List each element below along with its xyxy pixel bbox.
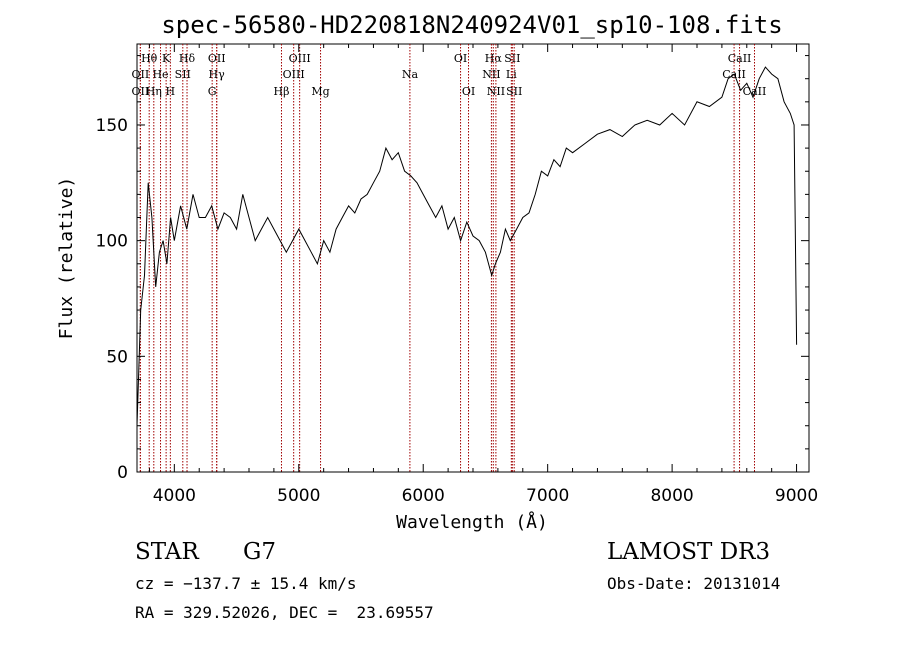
line-marker-label: Hγ bbox=[209, 68, 226, 81]
x-tick-label: 6000 bbox=[402, 486, 445, 506]
y-tick-label: 0 bbox=[117, 463, 128, 483]
line-marker-label: Hθ bbox=[141, 52, 158, 65]
series-line-flux bbox=[136, 66, 798, 426]
line-marker-label: OII bbox=[208, 52, 226, 65]
x-tick-label: 7000 bbox=[526, 486, 569, 506]
line-marker-label: CaII bbox=[728, 52, 752, 65]
line-marker-label: Hα bbox=[485, 52, 503, 65]
line-marker-label: K bbox=[162, 52, 171, 65]
line-marker-label: OI bbox=[454, 52, 467, 65]
line-marker-label: OII bbox=[132, 85, 150, 98]
y-tick-label: 100 bbox=[96, 232, 128, 252]
plot-frame bbox=[136, 43, 810, 473]
line-marker-label: Li bbox=[506, 68, 517, 81]
y-axis: 0 50 100 150 bbox=[96, 55, 809, 483]
flux-series bbox=[136, 66, 798, 426]
object-class: STAR bbox=[135, 539, 199, 565]
line-marker-label: H bbox=[166, 85, 176, 98]
x-tick-label: 9000 bbox=[775, 486, 818, 506]
x-axis: 4000 5000 6000 7000 8000 9000 bbox=[148, 44, 818, 506]
line-marker-label: SII bbox=[504, 52, 520, 65]
observation-date: Obs-Date: 20131014 bbox=[607, 574, 781, 593]
object-subclass: G7 bbox=[243, 539, 277, 565]
x-tick-label: 5000 bbox=[277, 486, 320, 506]
line-marker-label: Mg bbox=[311, 85, 329, 98]
line-marker-label: OIII bbox=[289, 52, 311, 65]
y-tick-label: 50 bbox=[106, 347, 128, 367]
line-marker-label: OIII bbox=[283, 68, 305, 81]
x-axis-label: Wavelength (Å) bbox=[396, 511, 548, 533]
y-tick-label: 150 bbox=[96, 116, 128, 136]
line-marker-label: NII bbox=[482, 68, 500, 81]
line-marker-label: NII bbox=[487, 85, 505, 98]
line-marker-label: Hβ bbox=[274, 85, 290, 98]
line-marker-label: Hδ bbox=[179, 52, 196, 65]
y-axis-label: Flux (relative) bbox=[56, 177, 77, 340]
x-tick-label: 8000 bbox=[650, 486, 693, 506]
redshift-velocity: cz = −137.7 ± 15.4 km/s bbox=[135, 574, 357, 593]
line-marker-label: G bbox=[208, 85, 217, 98]
x-tick-label: 4000 bbox=[153, 486, 196, 506]
line-marker-label: OI bbox=[462, 85, 475, 98]
chart-title: spec-56580-HD220818N240924V01_sp10-108.f… bbox=[161, 11, 782, 39]
line-marker-label: SII bbox=[175, 68, 191, 81]
survey-name: LAMOST DR3 bbox=[607, 539, 771, 565]
line-marker-label: Hη bbox=[146, 85, 162, 98]
coordinates: RA = 329.52026, DEC = 23.69557 bbox=[135, 603, 434, 622]
line-marker-label: SII bbox=[506, 85, 522, 98]
line-marker-label: He bbox=[152, 68, 168, 81]
line-marker-label: Na bbox=[402, 68, 419, 81]
